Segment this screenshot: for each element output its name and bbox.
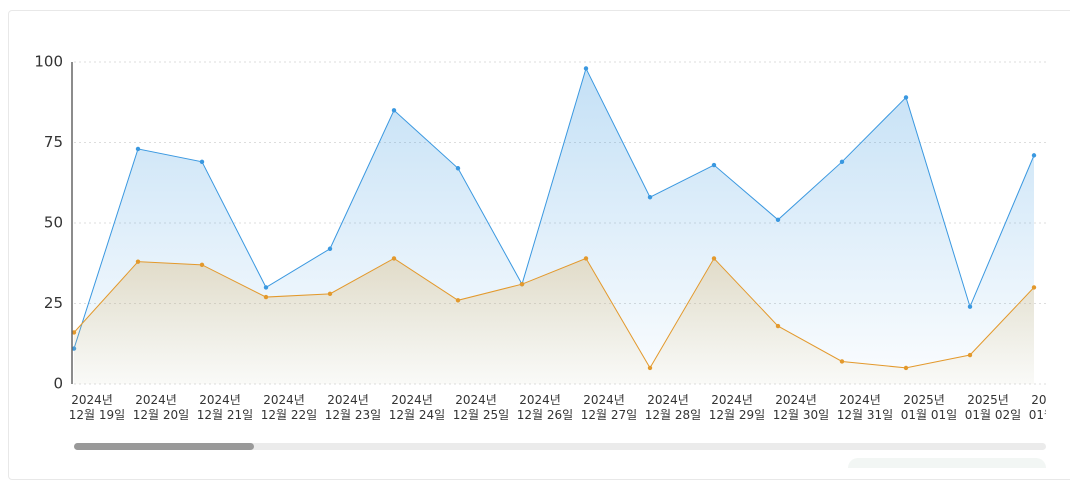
x-tick-label: 2024년 <box>647 393 689 407</box>
y-tick-label: 50 <box>44 214 63 232</box>
point <box>711 256 717 261</box>
y-tick-label: 75 <box>44 133 63 151</box>
y-tick-label: 0 <box>53 375 63 393</box>
point <box>327 246 333 251</box>
series-line <box>73 67 1035 349</box>
x-tick-label: 12월 26일 <box>517 408 573 422</box>
x-tick-label: 01월 02일 <box>965 408 1021 422</box>
point <box>839 159 845 165</box>
x-tick-label: 01월 03일 <box>1029 408 1070 422</box>
point <box>903 95 909 100</box>
x-tick-label: 12월 20일 <box>133 408 189 422</box>
point <box>327 291 333 297</box>
x-tick-label: 2024년 <box>327 393 369 407</box>
point <box>455 166 461 171</box>
x-tick-label: 2025년 <box>903 393 945 407</box>
point <box>967 352 973 358</box>
x-tick-label: 12월 25일 <box>453 408 509 422</box>
point <box>839 359 845 364</box>
x-tick-label: 2024년 <box>455 393 497 407</box>
point <box>199 159 205 165</box>
point <box>775 217 781 222</box>
x-tick-label: 2025년 <box>1031 393 1070 407</box>
point <box>263 294 269 300</box>
y-tick-label: 25 <box>44 294 63 312</box>
point <box>775 323 781 329</box>
scrollbar-track[interactable] <box>74 443 1046 450</box>
point <box>903 365 909 371</box>
point <box>391 108 397 113</box>
point <box>647 365 653 371</box>
x-tick-label: 2024년 <box>839 393 881 407</box>
point <box>71 330 77 335</box>
scrollbar-thumb[interactable] <box>74 443 254 450</box>
series-line <box>73 257 1035 369</box>
point <box>391 256 397 261</box>
footer-pill <box>848 458 1046 468</box>
point <box>519 281 525 287</box>
x-tick-label: 2024년 <box>711 393 753 407</box>
x-tick-label: 12월 29일 <box>709 408 765 422</box>
x-tick-label: 2024년 <box>263 393 305 407</box>
x-tick-label: 12월 27일 <box>581 408 637 422</box>
point <box>135 146 141 152</box>
y-tick-label: 100 <box>34 53 63 71</box>
x-tick-label: 2024년 <box>775 393 817 407</box>
x-tick-label: 01월 01일 <box>901 408 957 422</box>
point <box>967 304 973 309</box>
point <box>711 162 717 168</box>
x-tick-label: 2024년 <box>199 393 241 407</box>
x-tick-label: 2024년 <box>583 393 625 407</box>
x-tick-label: 12월 22일 <box>261 408 317 422</box>
x-tick-label: 2024년 <box>519 393 561 407</box>
point <box>455 298 461 303</box>
x-tick-label: 2024년 <box>135 393 177 407</box>
page: {"chart_data": {"type": "area", "categor… <box>8 10 1070 480</box>
x-tick-label: 2025년 <box>967 393 1009 407</box>
point <box>263 285 269 290</box>
x-tick-label: 2024년 <box>71 393 113 407</box>
x-tick-label: 12월 21일 <box>197 408 253 422</box>
x-tick-label: 12월 30일 <box>773 408 829 422</box>
point <box>583 66 589 71</box>
point <box>135 259 141 264</box>
point <box>1031 285 1037 290</box>
series-area <box>74 258 1034 384</box>
x-tick-label: 2024년 <box>391 393 433 407</box>
point <box>199 262 205 268</box>
point <box>583 256 589 261</box>
x-tick-label: 12월 24일 <box>389 408 445 422</box>
x-tick-label: 12월 19일 <box>69 408 125 422</box>
point <box>1031 153 1037 158</box>
x-tick-label: 12월 31일 <box>837 408 893 422</box>
x-tick-label: 12월 23일 <box>325 408 381 422</box>
point <box>647 195 653 200</box>
x-tick-label: 12월 28일 <box>645 408 701 422</box>
